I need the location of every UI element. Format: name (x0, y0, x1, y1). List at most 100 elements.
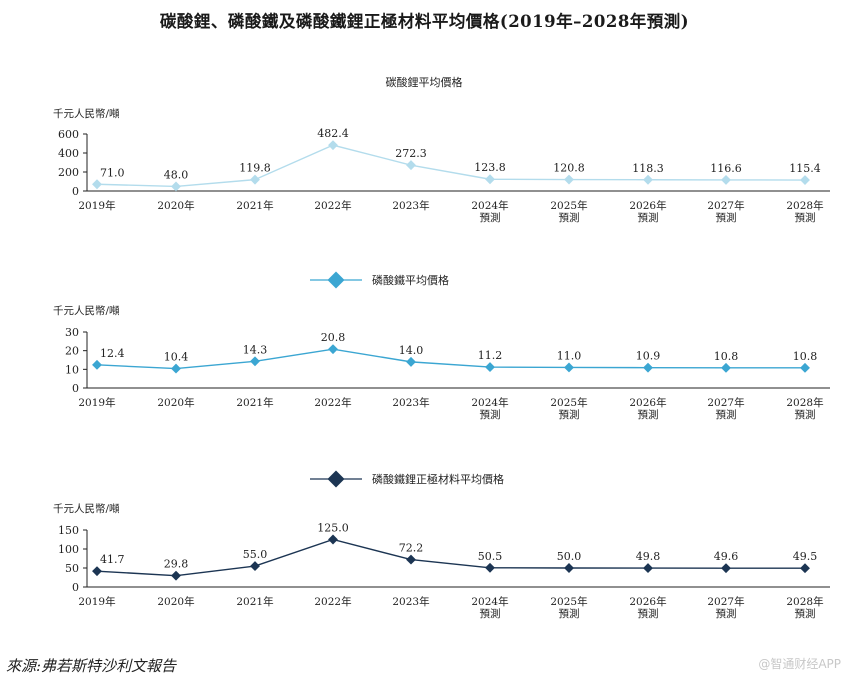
chart-1-y-tick-label: 30 (65, 326, 79, 339)
chart-2-legend-marker (327, 470, 345, 488)
chart-0-x-tick-label: 2023年 (392, 199, 429, 212)
chart-1-legend-label: 磷酸鐵平均價格 (372, 273, 449, 287)
chart-1-point (92, 359, 102, 370)
chart-0-data-label: 482.4 (317, 127, 349, 140)
chart-0-x-tick-label: 2025年 (550, 199, 587, 212)
chart-2-data-label: 50.0 (557, 550, 582, 563)
chart-2-point (328, 534, 338, 545)
chart-1-y-axis-label: 千元人民幣/噸 (53, 304, 120, 317)
chart-0-data-label: 48.0 (164, 168, 189, 181)
chart-0-x-tick-label: 2027年 (707, 199, 744, 212)
page-title: 碳酸鋰、磷酸鐵及磷酸鐵鋰正極材料平均價格(2019年–2028年預測) (159, 12, 690, 31)
chart-0-point (564, 174, 574, 185)
chart-1-point (250, 356, 260, 367)
chart-1-x-tick-label: 2027年 (707, 396, 744, 409)
chart-1-point (171, 363, 181, 374)
chart-1-x-tick-label: 預測 (559, 408, 580, 421)
chart-2-series-line (96, 538, 806, 577)
chart-1-legend-marker (327, 271, 345, 289)
chart-0-point (643, 174, 653, 185)
chart-2-point (721, 563, 731, 574)
chart-2-point (485, 562, 495, 573)
chart-2-x-tick-label: 預測 (716, 607, 737, 620)
chart-0-data-label: 118.3 (632, 162, 664, 175)
chart-2-y-tick-label: 150 (58, 524, 79, 537)
chart-0-x-tick-label: 2024年 (471, 199, 508, 212)
chart-2-y-tick-label: 50 (65, 562, 79, 575)
chart-2-x-tick-label: 預測 (795, 607, 816, 620)
chart-1-data-label: 10.4 (164, 351, 189, 364)
chart-0-y-tick-label: 200 (58, 166, 79, 179)
chart-1-x-tick-label: 預測 (716, 408, 737, 421)
chart-0-data-label: 119.8 (239, 162, 271, 175)
chart-1-x-tick-label: 2026年 (629, 396, 666, 409)
chart-2-point (171, 570, 181, 581)
chart-1-point (485, 362, 495, 373)
chart-1-y-tick-label: 0 (72, 382, 79, 395)
chart-1-series-line (96, 348, 805, 370)
chart-0-x-tick-label: 2019年 (78, 199, 115, 212)
chart-2-x-tick-label: 2022年 (314, 595, 351, 608)
chart-2-y-tick-label: 0 (72, 581, 79, 594)
chart-1-x-tick-label: 2019年 (78, 396, 115, 409)
chart-1-y-tick-label: 20 (65, 345, 79, 358)
chart-2-point (92, 566, 102, 577)
chart-0-y-tick-label: 400 (58, 147, 79, 160)
chart-2-point (406, 554, 416, 565)
chart-1-x-tick-label: 2020年 (157, 396, 194, 409)
chart-2-data-label: 41.7 (100, 553, 125, 566)
chart-1-data-label: 20.8 (321, 331, 346, 344)
chart-2-x-tick-label: 2020年 (157, 595, 194, 608)
chart-1-data-label: 12.4 (100, 347, 125, 360)
chart-0-y-tick-label: 600 (58, 128, 79, 141)
chart-1-point (406, 356, 416, 367)
chart-0-data-label: 120.8 (553, 162, 585, 175)
chart-1-data-label: 11.2 (478, 349, 503, 362)
chart-0-point (721, 174, 731, 185)
chart-2-y-tick-label: 100 (58, 543, 79, 556)
chart-0-point (485, 174, 495, 185)
chart-2-y-axis-label: 千元人民幣/噸 (53, 502, 120, 515)
chart-2-x-tick-label: 2024年 (471, 595, 508, 608)
chart-2-x-tick-label: 預測 (638, 607, 659, 620)
chart-2-point (564, 563, 574, 573)
chart-2-x-tick-label: 2025年 (550, 595, 587, 608)
chart-1-point (328, 344, 338, 355)
chart-1-x-tick-label: 2021年 (236, 396, 273, 409)
chart-2-data-label: 50.5 (478, 550, 503, 563)
chart-0-x-tick-label: 2028年 (786, 199, 823, 212)
chart-1-x-tick-label: 2022年 (314, 396, 351, 409)
chart-2-point (250, 561, 260, 572)
chart-2-legend-label: 磷酸鐵鋰正極材料平均價格 (372, 472, 504, 486)
chart-1-y-tick-label: 10 (65, 363, 79, 376)
chart-2-x-tick-label: 2027年 (707, 595, 744, 608)
watermark: @智通财经APP (758, 657, 841, 671)
chart-0-point (406, 160, 416, 171)
chart-0-title: 碳酸鋰平均價格 (386, 75, 463, 89)
chart-2-data-label: 49.5 (793, 550, 818, 563)
chart-2-x-tick-label: 2026年 (629, 595, 666, 608)
chart-2-data-label: 55.0 (243, 548, 268, 561)
chart-0-x-tick-label: 2021年 (236, 199, 273, 212)
chart-2-x-tick-label: 預測 (480, 607, 501, 620)
source-note: 來源:弗若斯特沙利文報告 (6, 657, 177, 675)
chart-0-data-label: 115.4 (789, 162, 821, 175)
chart-0-point (800, 175, 810, 185)
chart-0-series-line (96, 144, 806, 188)
chart-0-data-label: 272.3 (395, 147, 427, 160)
chart-0-data-label: 123.8 (474, 161, 506, 174)
chart-1-x-tick-label: 2023年 (392, 396, 429, 409)
chart-0-data-label: 116.6 (710, 162, 742, 175)
chart-0-data-label: 71.0 (100, 166, 125, 179)
chart-0-x-tick-label: 2022年 (314, 199, 351, 212)
chart-1-point (643, 362, 653, 373)
chart-1-data-label: 14.3 (243, 343, 268, 356)
chart-0-point (328, 140, 338, 151)
chart-2-x-tick-label: 預測 (559, 607, 580, 620)
chart-2-point (643, 563, 653, 574)
chart-0-x-tick-label: 預測 (480, 211, 501, 224)
chart-1-data-label: 11.0 (557, 349, 582, 362)
chart-0-x-tick-label: 2020年 (157, 199, 194, 212)
chart-1-data-label: 10.9 (636, 350, 661, 363)
